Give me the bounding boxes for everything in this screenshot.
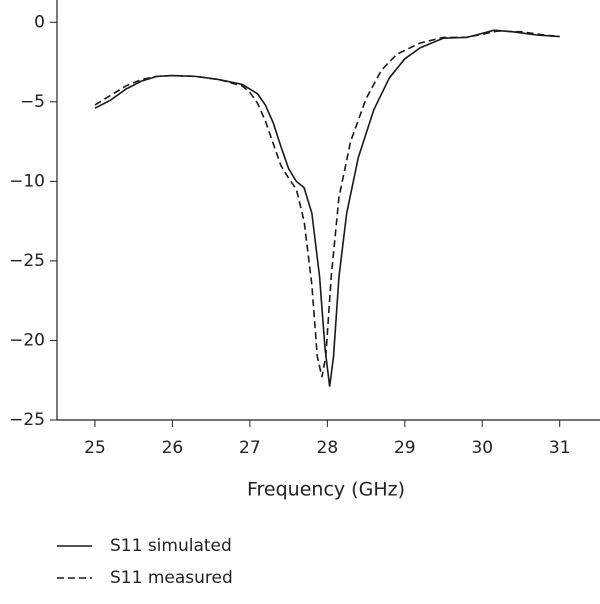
x-tick-label: 26 bbox=[162, 438, 184, 458]
x-tick-label: 31 bbox=[549, 438, 571, 458]
series-line bbox=[94, 30, 560, 378]
legend-label: S11 simulated bbox=[110, 536, 232, 556]
x-tick-label: 27 bbox=[239, 438, 261, 458]
y-tick-label: −10 bbox=[9, 171, 45, 191]
x-tick-label: 29 bbox=[394, 438, 416, 458]
y-tick-label: 0 bbox=[34, 12, 45, 32]
x-axis-label: Frequency (GHz) bbox=[247, 479, 405, 501]
y-tick-label: −20 bbox=[9, 330, 45, 350]
x-tick-label: 28 bbox=[317, 438, 339, 458]
y-tick-label: −25 bbox=[9, 410, 45, 430]
y-tick-label: −5 bbox=[20, 92, 45, 112]
y-tick-label: −25 bbox=[9, 251, 45, 271]
legend-label: S11 measured bbox=[110, 568, 233, 588]
x-tick-label: 25 bbox=[84, 438, 106, 458]
x-tick-label: 30 bbox=[471, 438, 493, 458]
